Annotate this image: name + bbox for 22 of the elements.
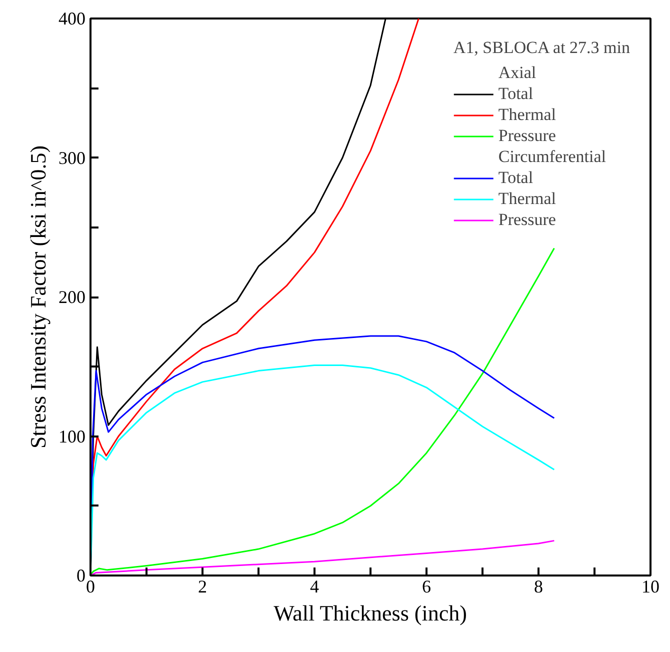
legend-label: Thermal [498,105,556,125]
annotation: Circumferential [498,147,606,167]
legend-label: Thermal [498,189,556,209]
y-axis-title: Stress Intensity Factor (ksi in^0.5) [26,145,50,449]
line-series [90,248,555,576]
x-tick-label: 10 [642,576,660,596]
line-series [90,540,555,576]
y-tick-label: 200 [58,287,86,307]
x-tick-label: 8 [534,576,543,596]
x-tick-label: 4 [310,576,319,596]
x-tick-label: 2 [198,576,207,596]
legend-label: Total [498,168,534,188]
y-tick-label: 100 [58,426,86,446]
y-tick-label: 300 [58,148,86,168]
x-axis-title: Wall Thickness (inch) [274,600,467,626]
legend-label: Pressure [498,126,556,146]
y-tick-label: 400 [58,8,86,28]
legend-label: Pressure [498,210,556,230]
legend-title: A1, SBLOCA at 27.3 min [453,38,630,58]
x-tick-label: 6 [422,576,431,596]
annotation: Axial [498,63,536,83]
legend-label: Total [498,84,534,104]
